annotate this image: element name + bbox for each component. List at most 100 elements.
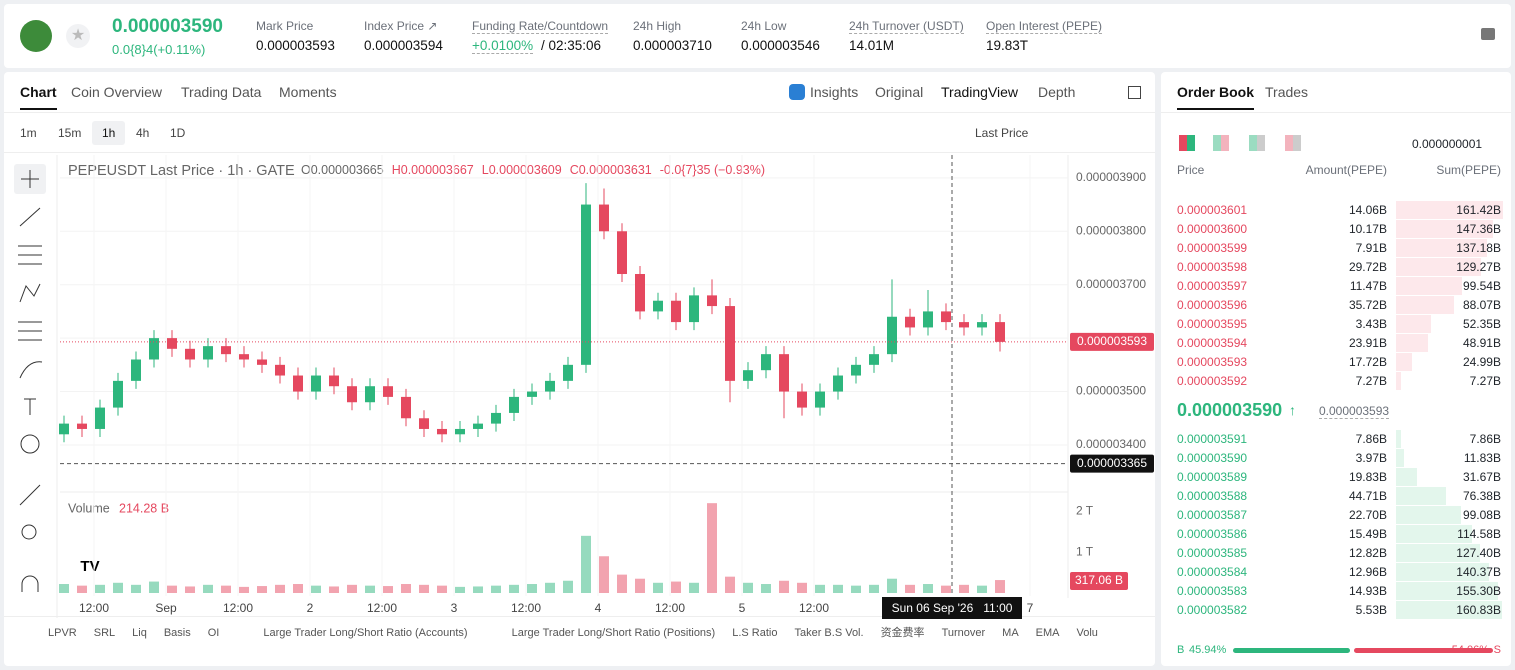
volume-bar (743, 582, 753, 593)
book-sum: 155.30B (1456, 584, 1501, 598)
volume-bar (581, 535, 591, 593)
x-tick-label: Sep (155, 601, 177, 615)
book-price: 0.000003583 (1177, 584, 1248, 598)
indicator[interactable]: Taker B.S Vol. (794, 627, 864, 639)
book-mode[interactable] (1179, 135, 1195, 151)
indicator[interactable]: LPVR (48, 627, 77, 639)
depth-bar (1396, 582, 1499, 600)
tv-logo-text: TV (80, 558, 99, 575)
volume-bar (239, 586, 249, 593)
interval[interactable]: 1D (170, 126, 186, 140)
indicator[interactable]: L.S Ratio (732, 627, 778, 639)
countdown: / 02:35:06 (541, 38, 602, 53)
indicator[interactable]: SRL (93, 627, 116, 639)
volume-bar (977, 585, 987, 593)
header: ★ 0.000003590 0.0{8}4(+0.11%) Mark Price… (4, 4, 1511, 68)
interval[interactable]: 1h (92, 121, 126, 145)
ohlc-value: O0.000003665 (301, 163, 384, 177)
ohlc-legend: O0.000003665 H0.000003667 L0.000003609 C0.0… (301, 163, 765, 177)
candle-body (635, 274, 645, 312)
book-amount: 10.17B (1348, 222, 1387, 236)
column-header: Price (1177, 163, 1205, 177)
book-mode[interactable] (1213, 135, 1229, 151)
volume-bar (491, 585, 501, 593)
candle-body (887, 316, 897, 355)
indicator[interactable]: Turnover (941, 627, 986, 639)
tab[interactable]: Moments (279, 84, 337, 100)
volume-bar (869, 584, 879, 593)
indicator[interactable]: Liq (132, 627, 147, 639)
window-icon[interactable] (1128, 86, 1141, 99)
column-header: Amount(PEPE) (1305, 163, 1387, 177)
tab[interactable]: Chart (20, 84, 57, 110)
volume-bar (113, 582, 123, 593)
notebook-icon[interactable] (1481, 28, 1495, 40)
book-sum: 99.08B (1462, 508, 1501, 522)
book-price: 0.000003600 (1177, 222, 1248, 236)
candle-body (59, 423, 69, 435)
book-sum: 52.35B (1462, 317, 1501, 331)
crosshair-time-tag (882, 597, 1022, 619)
view-tab[interactable]: Original (875, 84, 924, 100)
divider (1161, 112, 1511, 113)
depth-bar (1396, 220, 1494, 238)
sell-letter: S (1493, 644, 1501, 656)
chart-title: PEPEUSDT Last Price · 1h · GATE (68, 163, 295, 179)
tab[interactable]: Trades (1265, 84, 1309, 100)
book-price: 0.000003601 (1177, 203, 1248, 217)
volume-bar (77, 585, 87, 593)
y-tick-label: 0.000003700 (1076, 277, 1146, 291)
candle-body (329, 375, 339, 387)
candle-body (437, 428, 447, 435)
indicator[interactable]: Large Trader Long/Short Ratio (Positions… (511, 627, 716, 639)
view-tab[interactable]: TradingView (941, 84, 1019, 100)
interval[interactable]: 4h (136, 126, 150, 140)
favorite-star[interactable]: ★ (66, 24, 90, 48)
candle-body (185, 348, 195, 360)
book-mode[interactable] (1249, 135, 1265, 151)
stat-value: 14.01M (849, 38, 895, 53)
depth-bar (1396, 353, 1413, 371)
tab[interactable]: Coin Overview (71, 84, 163, 100)
book-sum: 7.86B (1469, 432, 1501, 446)
coin-logo (20, 20, 52, 52)
volume-bar (779, 580, 789, 593)
indicator[interactable]: MA (1002, 627, 1019, 639)
tool-icons (18, 245, 43, 592)
price-type[interactable]: Last Price (975, 126, 1029, 140)
indicator[interactable]: Volu (1076, 627, 1098, 639)
tool-line[interactable] (19, 207, 41, 227)
book-amount: 12.96B (1348, 565, 1387, 579)
precision[interactable]: 0.000000001 (1412, 137, 1483, 151)
book-mode[interactable] (1285, 135, 1301, 151)
tab[interactable]: Trading Data (181, 84, 262, 100)
indicator[interactable]: EMA (1035, 627, 1060, 639)
volume-bar (167, 585, 177, 593)
volume-bar (617, 574, 627, 593)
depth-bar (1396, 544, 1481, 562)
tab[interactable]: Order Book (1177, 84, 1255, 110)
book-price: 0.000003591 (1177, 432, 1248, 446)
interval[interactable]: 1m (20, 126, 37, 140)
stat-label: Open Interest (PEPE) (986, 19, 1103, 34)
candle-body (239, 354, 249, 360)
volume-bar (203, 584, 213, 593)
book-price: 0.000003582 (1177, 603, 1248, 617)
stat-label: Mark Price (256, 19, 314, 33)
volume-bar (851, 585, 861, 593)
volume-bar (995, 580, 1005, 593)
view-tab[interactable]: Depth (1038, 84, 1076, 100)
indicator[interactable]: 资金费率 (880, 627, 925, 639)
book-price: 0.000003594 (1177, 336, 1248, 350)
candle-body (131, 359, 141, 381)
indicator[interactable]: Basis (163, 627, 191, 639)
interval[interactable]: 15m (58, 126, 82, 140)
indicator[interactable]: OI (207, 627, 220, 639)
indicator[interactable]: Large Trader Long/Short Ratio (Accounts) (263, 627, 468, 639)
candle-body (653, 300, 663, 312)
candle-body (707, 295, 717, 307)
crosshair-price-tag (1070, 454, 1154, 473)
candle-body (617, 231, 627, 275)
candle-body (203, 346, 213, 360)
view-tab[interactable]: Insights (810, 84, 859, 100)
